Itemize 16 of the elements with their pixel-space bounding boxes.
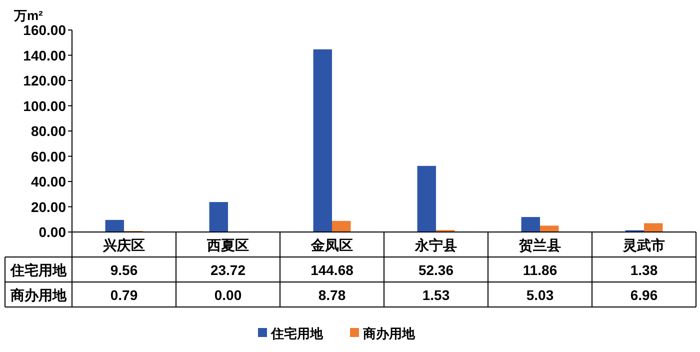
ytick: 60.00 (30, 148, 66, 164)
xtick: 贺兰县 (519, 237, 561, 253)
ytick: 80.00 (30, 123, 66, 139)
xtick: 兴庆区 (103, 237, 145, 253)
xtick: 西夏区 (207, 237, 249, 253)
ytick: 100.00 (23, 98, 66, 114)
ytick: 160.00 (23, 22, 66, 38)
ytick: 20.00 (30, 198, 66, 215)
ytick: 40.00 (30, 174, 66, 190)
xtick: 金凤区 (311, 237, 353, 253)
xtick: 永宁县 (415, 237, 457, 253)
ytick: 0.00 (38, 224, 66, 240)
ytick: 120.00 (23, 72, 66, 88)
ytick: 140.00 (23, 47, 66, 64)
ylabel: 万m² (14, 8, 43, 23)
xtick: 灵武市 (623, 237, 665, 253)
